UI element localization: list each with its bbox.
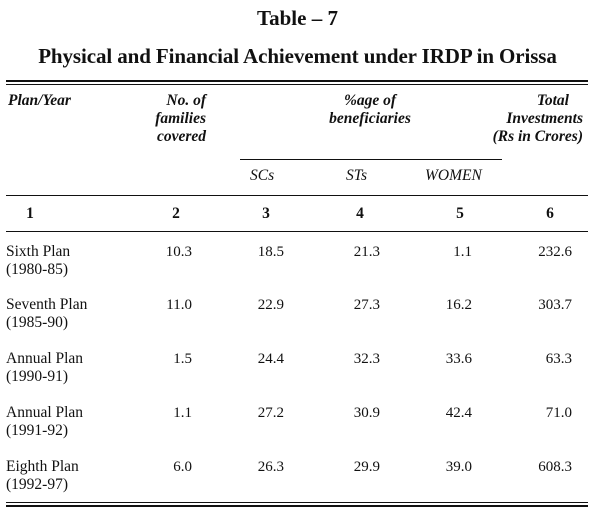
bottom-double-rule-inner bbox=[6, 505, 588, 507]
row-1-plan: Sixth Plan bbox=[6, 243, 71, 260]
row-3-sts: 32.3 bbox=[353, 351, 380, 367]
row-4-sts: 30.9 bbox=[353, 405, 380, 421]
row-1-investment: 232.6 bbox=[538, 244, 572, 260]
row-1-scs: 18.5 bbox=[257, 244, 284, 260]
row-5-women: 39.0 bbox=[445, 459, 472, 475]
row-2-plan: Seventh Plan bbox=[6, 296, 88, 313]
header-families-line1: No. of bbox=[166, 92, 206, 109]
column-number-2: 2 bbox=[172, 205, 180, 222]
header-women: WOMEN bbox=[425, 167, 482, 184]
column-number-rule bbox=[6, 231, 588, 232]
row-2-women: 16.2 bbox=[445, 297, 472, 313]
row-5-scs: 26.3 bbox=[257, 459, 284, 475]
row-5-families: 6.0 bbox=[173, 459, 192, 475]
column-number-5: 5 bbox=[456, 205, 464, 222]
row-2-families: 11.0 bbox=[166, 297, 192, 313]
row-3-plan: Annual Plan bbox=[6, 350, 84, 367]
header-beneficiaries-line1: %age of bbox=[343, 92, 397, 109]
top-double-rule bbox=[6, 80, 588, 82]
table-title: Physical and Financial Achievement under… bbox=[38, 44, 557, 68]
header-investments-line3: (Rs in Crores) bbox=[492, 128, 583, 145]
row-5-plan: Eighth Plan bbox=[6, 458, 79, 475]
row-3-investment: 63.3 bbox=[545, 351, 572, 367]
bottom-double-rule bbox=[6, 502, 588, 503]
row-1-years: (1980-85) bbox=[6, 261, 68, 278]
row-5-years: (1992-97) bbox=[6, 476, 68, 493]
column-number-6: 6 bbox=[546, 205, 554, 222]
header-bottom-rule bbox=[6, 195, 588, 196]
row-4-investment: 71.0 bbox=[545, 405, 572, 421]
row-2-investment: 303.7 bbox=[538, 297, 572, 313]
row-2-years: (1985-90) bbox=[6, 314, 68, 331]
row-2-scs: 22.9 bbox=[257, 297, 284, 313]
header-sts: STs bbox=[346, 167, 367, 184]
row-3-scs: 24.4 bbox=[257, 351, 284, 367]
beneficiaries-subheader-rule bbox=[240, 159, 502, 160]
row-1-sts: 21.3 bbox=[353, 244, 380, 260]
row-3-families: 1.5 bbox=[173, 351, 192, 367]
column-number-3: 3 bbox=[262, 205, 270, 222]
row-5-sts: 29.9 bbox=[353, 459, 380, 475]
header-plan-year: Plan/Year bbox=[8, 92, 71, 109]
row-4-scs: 27.2 bbox=[257, 405, 284, 421]
table-number: Table – 7 bbox=[257, 6, 338, 30]
row-1-families: 10.3 bbox=[165, 244, 192, 260]
top-double-rule-inner bbox=[6, 84, 588, 85]
header-families-line2: families bbox=[155, 110, 206, 127]
header-investments-line1: Total bbox=[536, 92, 569, 109]
row-4-years: (1991-92) bbox=[6, 422, 68, 439]
header-beneficiaries-line2: beneficiaries bbox=[329, 110, 411, 127]
row-4-women: 42.4 bbox=[445, 405, 472, 421]
row-1-women: 1.1 bbox=[453, 244, 472, 260]
row-5-investment: 608.3 bbox=[538, 459, 572, 475]
header-families-line3: covered bbox=[156, 128, 206, 145]
column-number-4: 4 bbox=[356, 205, 364, 222]
header-scs: SCs bbox=[250, 167, 275, 184]
row-3-women: 33.6 bbox=[445, 351, 472, 367]
column-number-1: 1 bbox=[26, 205, 34, 222]
header-investments-line2: Investments bbox=[506, 110, 583, 127]
row-3-years: (1990-91) bbox=[6, 368, 68, 385]
row-2-sts: 27.3 bbox=[353, 297, 380, 313]
row-4-plan: Annual Plan bbox=[6, 404, 84, 421]
row-4-families: 1.1 bbox=[173, 405, 192, 421]
